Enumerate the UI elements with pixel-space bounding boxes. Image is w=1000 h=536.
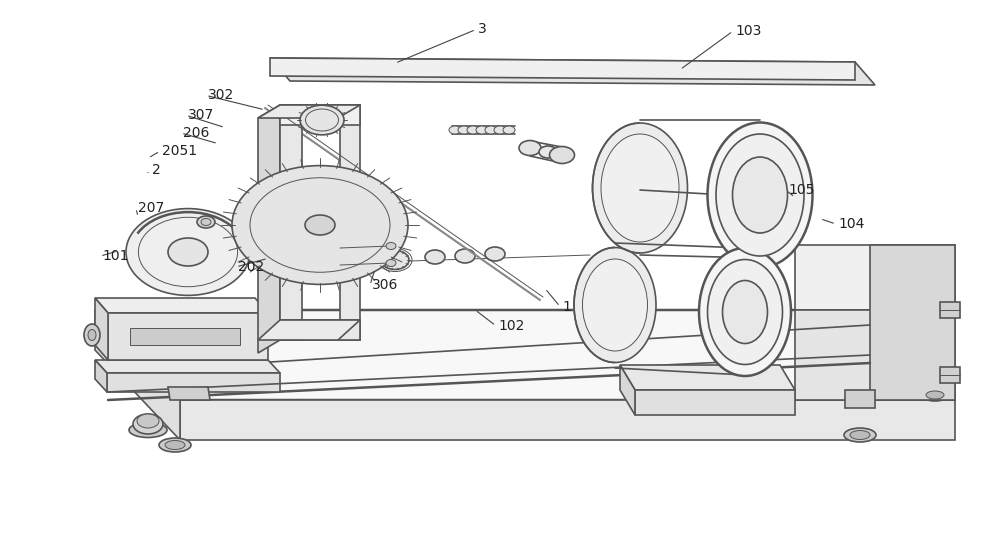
Ellipse shape bbox=[850, 430, 870, 440]
Ellipse shape bbox=[449, 126, 461, 134]
Ellipse shape bbox=[921, 389, 949, 401]
Ellipse shape bbox=[381, 250, 409, 270]
Text: 104: 104 bbox=[838, 217, 864, 231]
Ellipse shape bbox=[601, 134, 679, 242]
Ellipse shape bbox=[467, 126, 479, 134]
Polygon shape bbox=[270, 58, 875, 85]
Ellipse shape bbox=[574, 248, 656, 362]
Polygon shape bbox=[180, 400, 955, 440]
Ellipse shape bbox=[722, 280, 768, 344]
Polygon shape bbox=[940, 367, 960, 383]
Ellipse shape bbox=[165, 441, 185, 450]
Polygon shape bbox=[270, 58, 855, 80]
Text: 105: 105 bbox=[788, 183, 814, 197]
Polygon shape bbox=[340, 105, 360, 340]
Ellipse shape bbox=[137, 414, 159, 428]
Text: 202: 202 bbox=[238, 260, 264, 274]
Text: 1: 1 bbox=[562, 300, 571, 314]
Ellipse shape bbox=[539, 146, 557, 158]
Polygon shape bbox=[95, 310, 180, 440]
Polygon shape bbox=[168, 387, 210, 400]
Polygon shape bbox=[130, 328, 240, 345]
Ellipse shape bbox=[503, 126, 515, 134]
Polygon shape bbox=[620, 365, 795, 390]
Ellipse shape bbox=[582, 259, 648, 351]
Polygon shape bbox=[795, 245, 955, 310]
Polygon shape bbox=[107, 373, 280, 392]
Polygon shape bbox=[635, 390, 795, 415]
Text: 2: 2 bbox=[152, 163, 161, 177]
Polygon shape bbox=[258, 105, 360, 118]
Ellipse shape bbox=[485, 126, 497, 134]
Polygon shape bbox=[870, 245, 955, 400]
Text: 302: 302 bbox=[208, 88, 234, 102]
Ellipse shape bbox=[133, 414, 163, 434]
Polygon shape bbox=[620, 365, 635, 415]
Ellipse shape bbox=[708, 259, 782, 364]
Text: 307: 307 bbox=[188, 108, 214, 122]
Polygon shape bbox=[95, 360, 107, 392]
Text: 101: 101 bbox=[102, 249, 128, 263]
Ellipse shape bbox=[494, 126, 506, 134]
Ellipse shape bbox=[708, 123, 812, 267]
Ellipse shape bbox=[592, 123, 688, 253]
Ellipse shape bbox=[126, 209, 250, 295]
Ellipse shape bbox=[550, 146, 574, 163]
Ellipse shape bbox=[476, 126, 488, 134]
Polygon shape bbox=[258, 320, 360, 340]
Ellipse shape bbox=[84, 324, 100, 346]
Polygon shape bbox=[108, 313, 268, 360]
Ellipse shape bbox=[129, 422, 167, 437]
Ellipse shape bbox=[201, 219, 211, 226]
Polygon shape bbox=[95, 360, 280, 373]
Ellipse shape bbox=[159, 438, 191, 452]
Polygon shape bbox=[795, 310, 955, 400]
Ellipse shape bbox=[300, 105, 344, 135]
Ellipse shape bbox=[926, 391, 944, 399]
Ellipse shape bbox=[232, 166, 408, 285]
Ellipse shape bbox=[699, 248, 791, 376]
Polygon shape bbox=[280, 320, 360, 340]
Ellipse shape bbox=[485, 247, 505, 261]
Text: 306: 306 bbox=[372, 278, 398, 292]
Polygon shape bbox=[280, 105, 302, 340]
Polygon shape bbox=[280, 105, 360, 125]
Polygon shape bbox=[258, 105, 280, 353]
Ellipse shape bbox=[716, 134, 804, 256]
Polygon shape bbox=[95, 310, 955, 400]
Polygon shape bbox=[940, 302, 960, 318]
Ellipse shape bbox=[732, 157, 788, 233]
Ellipse shape bbox=[168, 238, 208, 266]
Text: 207: 207 bbox=[138, 201, 164, 215]
Text: 103: 103 bbox=[735, 24, 761, 38]
Polygon shape bbox=[95, 298, 108, 360]
Ellipse shape bbox=[305, 215, 335, 235]
Polygon shape bbox=[845, 390, 875, 408]
Ellipse shape bbox=[88, 330, 96, 340]
Text: 3: 3 bbox=[478, 23, 487, 36]
Ellipse shape bbox=[844, 428, 876, 442]
Text: 102: 102 bbox=[498, 319, 524, 333]
Text: 2051: 2051 bbox=[162, 144, 197, 158]
Ellipse shape bbox=[386, 259, 396, 266]
Ellipse shape bbox=[386, 242, 396, 249]
Ellipse shape bbox=[455, 249, 475, 263]
Ellipse shape bbox=[197, 216, 215, 228]
Polygon shape bbox=[95, 298, 268, 313]
Ellipse shape bbox=[458, 126, 470, 134]
Text: 206: 206 bbox=[183, 126, 209, 140]
Ellipse shape bbox=[425, 250, 445, 264]
Ellipse shape bbox=[519, 140, 541, 155]
